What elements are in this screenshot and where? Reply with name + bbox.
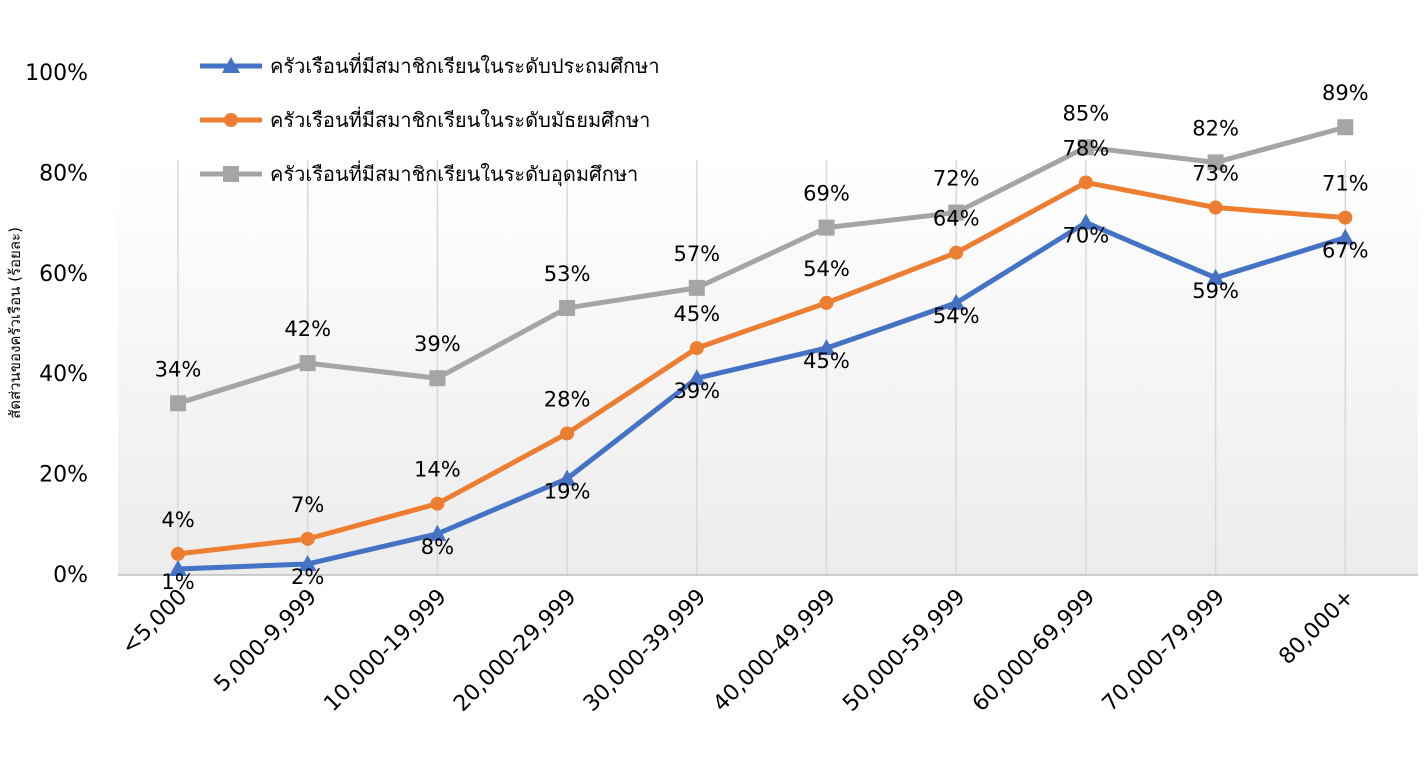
data-point bbox=[559, 299, 576, 316]
data-point bbox=[429, 370, 446, 387]
legend-marker bbox=[223, 166, 239, 182]
series-line bbox=[177, 179, 1346, 557]
data-point bbox=[1207, 154, 1224, 171]
x-tick-label: 30,000-39,999 bbox=[579, 585, 711, 717]
data-point bbox=[949, 245, 964, 260]
data-label: 42% bbox=[284, 317, 331, 341]
data-label: 70% bbox=[1063, 224, 1110, 248]
series-line bbox=[177, 220, 1347, 572]
data-point bbox=[1208, 200, 1223, 215]
data-label: 72% bbox=[933, 167, 980, 191]
data-label: 57% bbox=[673, 242, 720, 266]
data-label: 7% bbox=[291, 493, 324, 517]
data-point bbox=[688, 279, 705, 296]
x-tick-label: 40,000-49,999 bbox=[709, 585, 841, 717]
data-label: 45% bbox=[803, 349, 850, 373]
data-point bbox=[298, 554, 317, 571]
legend: ครัวเรือนที่มีสมาชิกเรียนในระดับประถมศึก… bbox=[200, 52, 660, 187]
data-label: 54% bbox=[933, 304, 980, 328]
x-tick-label: <5,000 bbox=[117, 585, 192, 660]
y-tick-label: 20% bbox=[39, 463, 88, 488]
data-point bbox=[947, 293, 966, 310]
data-label: 34% bbox=[155, 357, 202, 381]
x-tick-label: 60,000-69,999 bbox=[968, 585, 1100, 717]
data-point bbox=[428, 524, 447, 541]
legend-label: ครัวเรือนที่มีสมาชิกเรียนในระดับประถมศึก… bbox=[270, 52, 660, 78]
data-label: 73% bbox=[1192, 162, 1239, 186]
y-axis-label: สัดส่วนของครัวเรือน (ร้อยละ) bbox=[6, 227, 24, 419]
data-label: 64% bbox=[933, 207, 980, 231]
data-point bbox=[1077, 139, 1094, 156]
y-tick-label: 40% bbox=[39, 362, 88, 387]
data-label: 78% bbox=[1063, 136, 1110, 160]
x-tick-label: 5,000-9,999 bbox=[210, 585, 322, 697]
data-label: 71% bbox=[1322, 172, 1369, 196]
data-label: 53% bbox=[544, 262, 591, 286]
data-point bbox=[818, 219, 835, 236]
legend-marker bbox=[224, 113, 238, 127]
data-point bbox=[819, 295, 834, 310]
data-point bbox=[171, 546, 185, 561]
legend-label: ครัวเรือนที่มีสมาชิกเรียนในระดับอุดมศึกษ… bbox=[270, 160, 638, 187]
data-point bbox=[1206, 268, 1225, 285]
x-axis-ticks: <5,000 5,000-9,99910,000-19,99920,000-29,… bbox=[117, 585, 1360, 717]
data-label: 4% bbox=[161, 508, 194, 532]
data-label: 39% bbox=[673, 379, 720, 403]
data-label: 8% bbox=[421, 535, 454, 559]
data-label: 1% bbox=[161, 570, 194, 594]
data-point bbox=[1336, 228, 1355, 245]
data-point bbox=[560, 426, 575, 441]
data-point bbox=[300, 531, 315, 546]
data-label: 39% bbox=[414, 332, 461, 356]
data-point bbox=[1337, 119, 1354, 136]
data-point bbox=[299, 355, 316, 372]
data-label: 28% bbox=[544, 387, 591, 411]
series-group bbox=[169, 119, 1355, 576]
data-label: 2% bbox=[291, 565, 324, 589]
data-point bbox=[170, 395, 186, 412]
data-label: 89% bbox=[1322, 81, 1369, 105]
data-label: 54% bbox=[803, 257, 850, 281]
data-label: 45% bbox=[673, 302, 720, 326]
data-point bbox=[948, 204, 965, 221]
x-tick-label: 20,000-29,999 bbox=[449, 585, 581, 717]
data-point bbox=[430, 496, 445, 511]
data-label: 67% bbox=[1322, 239, 1369, 263]
legend-marker bbox=[222, 57, 240, 73]
x-tick-label: 80,000+ bbox=[1274, 585, 1359, 670]
y-tick-label: 100% bbox=[25, 61, 88, 86]
data-point bbox=[1338, 210, 1353, 225]
data-point bbox=[1076, 213, 1095, 230]
data-label: 59% bbox=[1192, 279, 1239, 303]
data-label: 19% bbox=[544, 480, 591, 504]
data-label: 69% bbox=[803, 182, 850, 206]
x-tick-label: 50,000-59,999 bbox=[838, 585, 970, 717]
y-axis-ticks: 0% 20% 40% 60% 80% 100% bbox=[25, 61, 88, 588]
data-label: 82% bbox=[1192, 116, 1239, 140]
y-tick-label: 60% bbox=[39, 262, 88, 287]
data-label: 85% bbox=[1063, 101, 1110, 125]
series-line bbox=[177, 124, 1346, 406]
x-tick-label: 70,000-79,999 bbox=[1098, 585, 1230, 717]
data-labels: 1% 2% 8% 19% 39% 45% 54% 70% 59% 67% 4% 7% 14% 28% 45%… bbox=[155, 81, 1369, 594]
data-point bbox=[558, 469, 577, 486]
data-point bbox=[1078, 175, 1093, 190]
y-tick-label: 0% bbox=[53, 563, 88, 588]
data-point bbox=[169, 559, 187, 576]
x-tick-label: 10,000-19,999 bbox=[319, 585, 451, 717]
data-point bbox=[817, 339, 836, 356]
data-label: 14% bbox=[414, 458, 461, 482]
data-point bbox=[689, 341, 704, 356]
y-tick-label: 80% bbox=[39, 161, 88, 186]
legend-label: ครัวเรือนที่มีสมาชิกเรียนในระดับมัธยมศึก… bbox=[270, 106, 650, 132]
data-point bbox=[687, 369, 706, 386]
